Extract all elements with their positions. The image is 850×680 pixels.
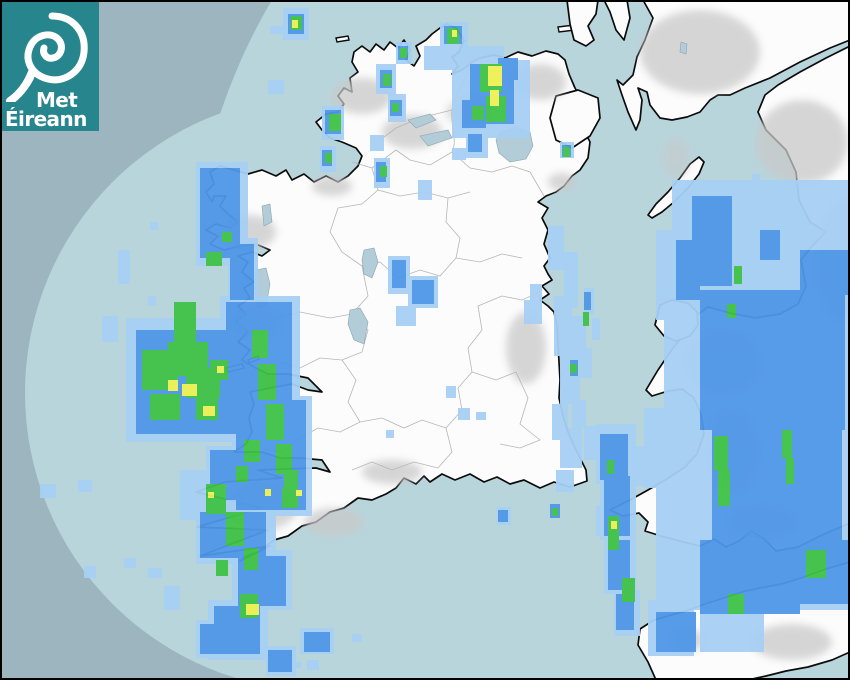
lough-erne [407,113,437,129]
rain-intense-layer [168,20,617,615]
precipitation-overlay [40,8,850,676]
logo-line-1: Met [36,88,78,113]
scotland-islay [549,89,601,149]
scotland-islay-jura [566,0,599,47]
lough-derg [347,307,369,345]
met-eireann-spiral-icon [6,12,88,102]
logo-line-2: Éireann [5,106,87,131]
logo-wordmark: Met Éireann [5,88,87,131]
scotland-kintyre [603,0,631,41]
lough-conn [261,203,273,227]
county-boundaries [261,57,545,471]
lough-ree [361,247,379,279]
met-eireann-logo: Met Éireann [2,2,99,131]
scottish-loch [679,41,688,55]
